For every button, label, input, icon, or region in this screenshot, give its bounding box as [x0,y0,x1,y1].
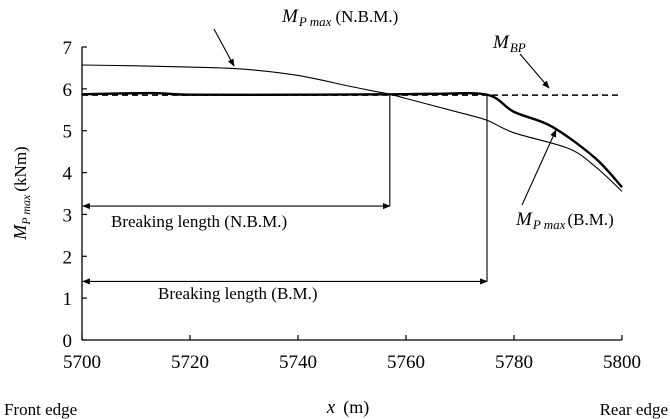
x-tick-label: 5760 [387,352,425,373]
nbm-label-tail: (N.B.M.) [335,7,398,26]
bm-label-tail: (B.M.) [567,210,613,229]
bp-label-sub: BP [510,40,526,55]
x-axis-label: x (m) [326,397,369,418]
nbm-label-main: M [281,6,299,27]
y-tick-label: 7 [63,38,73,59]
series-layer [81,64,623,192]
x-tick-label: 5800 [603,352,641,373]
y-ticks: 0 1 2 3 4 5 6 7 [63,38,87,352]
y-tick-label: 2 [63,247,73,268]
y-tick-label: 5 [63,122,73,143]
y-tick-label: 4 [63,164,73,185]
bm-curve-label: MP max (B.M.) [515,209,614,232]
rear-edge-label: Rear edge [600,400,668,419]
annotation-lines [82,28,557,285]
y-axis-label-unit: (kNm) [11,146,30,191]
x-tick-label: 5700 [63,352,101,373]
x-ticks: 5700 5720 5740 5760 5780 5800 [63,335,641,373]
x-tick-label: 5720 [171,352,209,373]
bm-label-main: M [515,209,533,230]
bm-label-sub: P max [532,217,566,232]
breaking-length-nbm-label: Breaking length (N.B.M.) [111,212,287,231]
bm-leader-arrow [521,129,557,206]
y-tick-label: 0 [63,331,73,352]
y-axis-label: MP max (kNm) [10,146,33,240]
front-edge-label: Front edge [4,400,77,419]
nbm-curve-label: MP max (N.B.M.) [281,6,398,29]
x-axis-label-unit: (m) [343,397,369,418]
y-tick-label: 3 [63,205,73,226]
y-tick-label: 6 [63,80,73,101]
bp-leader-arrow [519,53,550,89]
nbm-label-sub: P max [298,14,332,29]
series-line-nbm [81,64,623,192]
nbm-leader-arrow [213,28,235,67]
breaking-length-bm-label: Breaking length (B.M.) [158,284,318,303]
x-tick-label: 5780 [495,352,533,373]
y-axis-label-sub: P max [19,194,33,226]
series-line-bm [81,91,623,189]
x-tick-label: 5740 [279,352,317,373]
bp-label-main: M [492,32,510,53]
bp-label: MBP [492,32,526,55]
y-axis-label-main: M [10,224,30,241]
y-tick-label: 1 [63,289,73,310]
x-axis-label-main: x [326,397,336,418]
